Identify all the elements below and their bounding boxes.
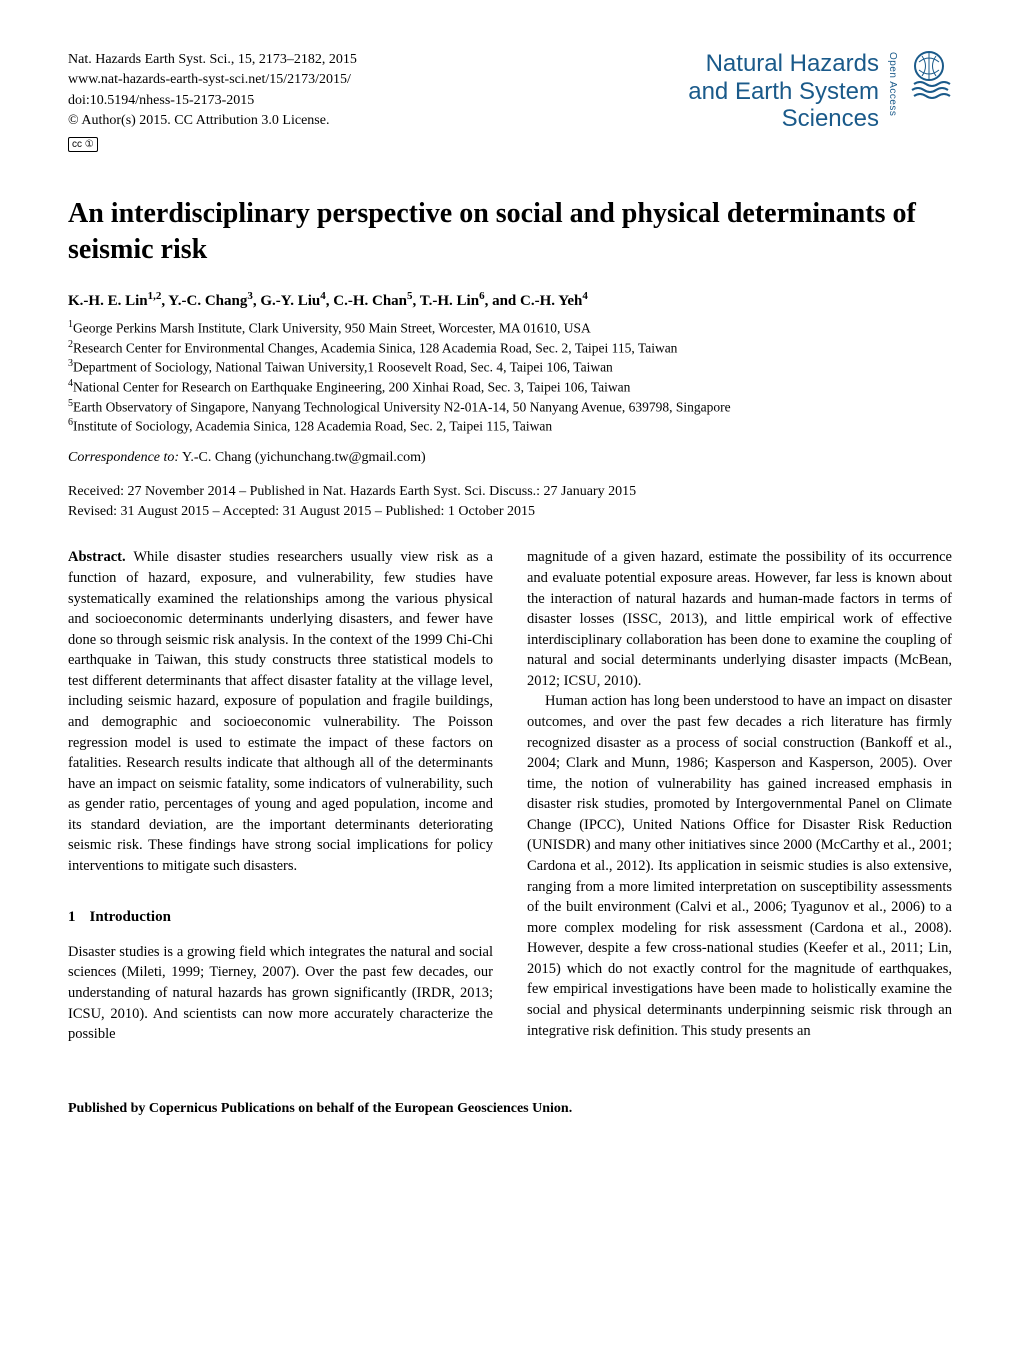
body-paragraph: magnitude of a given hazard, estimate th…: [527, 547, 952, 691]
left-column: Abstract. While disaster studies researc…: [68, 547, 493, 1044]
page-header: Nat. Hazards Earth Syst. Sci., 15, 2173–…: [68, 50, 952, 152]
affiliation: 1George Perkins Marsh Institute, Clark U…: [68, 318, 952, 338]
dates-line2: Revised: 31 August 2015 – Accepted: 31 A…: [68, 502, 952, 522]
article-dates: Received: 27 November 2014 – Published i…: [68, 482, 952, 521]
journal-brand: Natural Hazards and Earth System Science…: [688, 50, 952, 133]
publisher-logo-icon: [906, 50, 952, 100]
citation: Nat. Hazards Earth Syst. Sci., 15, 2173–…: [68, 50, 568, 70]
section-number: 1: [68, 907, 76, 928]
two-column-body: Abstract. While disaster studies researc…: [68, 547, 952, 1044]
affiliation: 5Earth Observatory of Singapore, Nanyang…: [68, 397, 952, 417]
dates-line1: Received: 27 November 2014 – Published i…: [68, 482, 952, 502]
affiliation-list: 1George Perkins Marsh Institute, Clark U…: [68, 318, 952, 436]
body-paragraph: Human action has long been understood to…: [527, 691, 952, 1041]
cc-license-icon: cc ①: [68, 137, 98, 152]
abstract-text: While disaster studies researchers usual…: [68, 549, 493, 874]
section-heading: 1 Introduction: [68, 907, 493, 928]
journal-title-line3: Sciences: [782, 105, 879, 132]
correspondence-label: Correspondence to:: [68, 450, 179, 465]
affiliation: 3Department of Sociology, National Taiwa…: [68, 357, 952, 377]
journal-title-line2: and Earth System: [688, 78, 879, 105]
affiliation: 2Research Center for Environmental Chang…: [68, 338, 952, 358]
article-url: www.nat-hazards-earth-syst-sci.net/15/21…: [68, 70, 568, 90]
open-access-label: Open Access: [887, 52, 898, 116]
affiliation: 6Institute of Sociology, Academia Sinica…: [68, 416, 952, 436]
affiliation: 4National Center for Research on Earthqu…: [68, 377, 952, 397]
citation-block: Nat. Hazards Earth Syst. Sci., 15, 2173–…: [68, 50, 568, 152]
author-list: K.-H. E. Lin1,2, Y.-C. Chang3, G.-Y. Liu…: [68, 290, 952, 310]
doi: doi:10.5194/nhess-15-2173-2015: [68, 91, 568, 111]
journal-title: Natural Hazards and Earth System Science…: [688, 50, 879, 133]
article-title: An interdisciplinary perspective on soci…: [68, 196, 952, 268]
abstract-label: Abstract.: [68, 549, 126, 565]
section-title: Introduction: [90, 909, 171, 925]
correspondence-value: Y.-C. Chang (yichunchang.tw@gmail.com): [179, 450, 426, 465]
copyright-line: © Author(s) 2015. CC Attribution 3.0 Lic…: [68, 111, 568, 131]
journal-title-line1: Natural Hazards: [706, 50, 879, 77]
abstract-paragraph: Abstract. While disaster studies researc…: [68, 547, 493, 876]
page-footer: Published by Copernicus Publications on …: [68, 1101, 952, 1117]
correspondence: Correspondence to: Y.-C. Chang (yichunch…: [68, 450, 952, 466]
body-paragraph: Disaster studies is a growing field whic…: [68, 942, 493, 1045]
right-column: magnitude of a given hazard, estimate th…: [527, 547, 952, 1044]
